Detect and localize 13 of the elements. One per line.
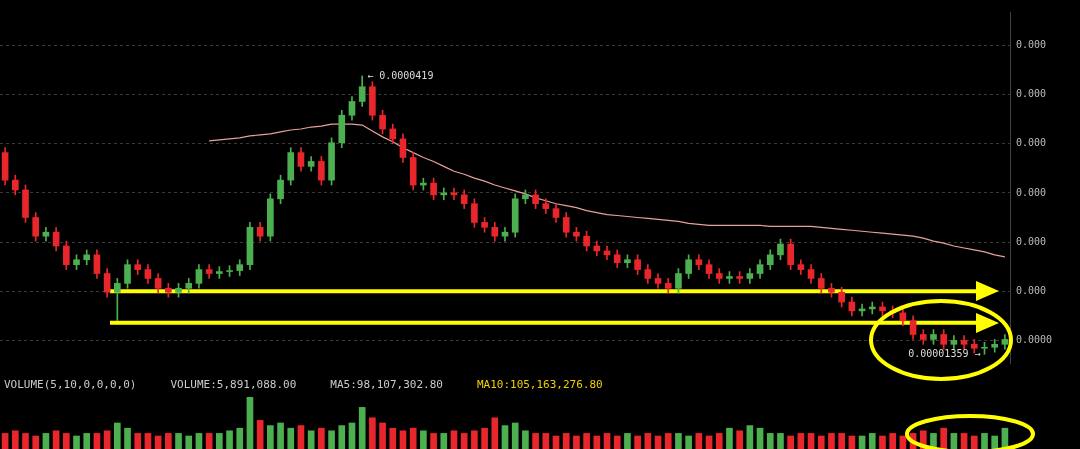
y-tick-label: 0.000 [1016,137,1047,149]
annotation: 0.00001359 → [908,347,981,359]
text: MA10:105,163,276.80 [476,378,603,391]
text: MA5:98,107,302.80 [330,378,443,391]
y-tick-label: 0.000 [1016,284,1047,296]
annotation: ← 0.0000419 [367,69,434,81]
text: VOLUME:5,891,088.00 [170,378,297,391]
y-tick-label: 0.000 [1016,39,1047,51]
y-tick-label: 0.000 [1016,235,1047,247]
y-tick-label: 0.000 [1016,186,1047,198]
y-tick-label: 0.000 [1016,88,1047,100]
chart-title: VOLUME(5,10,0,0,0,0) [4,378,137,391]
y-tick-label: 0.0000 [1016,333,1053,345]
